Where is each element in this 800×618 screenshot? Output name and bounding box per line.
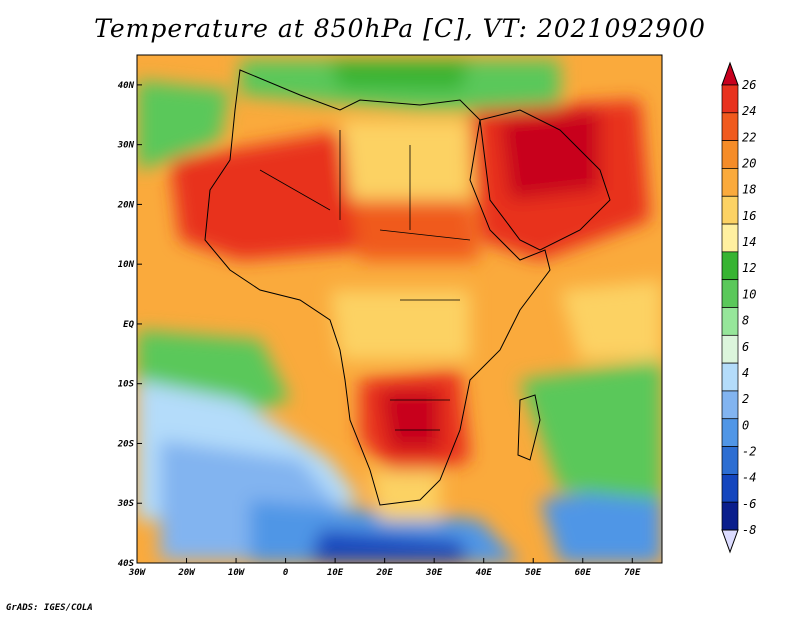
southern-ocean-deep [310, 530, 470, 563]
colorbar-label: 0 [742, 418, 749, 432]
colorbar-swatch [721, 251, 739, 281]
colorbar-label: 4 [742, 366, 749, 380]
x-tick-label: 60E [575, 568, 592, 578]
coastlines [204, 69, 611, 506]
y-tick-label: 10N [118, 260, 135, 270]
colorbar-label: 22 [742, 130, 756, 144]
south-africa-mild [370, 470, 440, 520]
colorbar-swatch [721, 334, 739, 364]
colorbar-label: -4 [742, 471, 756, 485]
africa-coastline [204, 69, 551, 506]
southeast-ocean-blue [540, 480, 662, 563]
colorbar-bottom-arrow [721, 529, 739, 554]
colorbar-top-arrow [721, 61, 739, 86]
y-tick-label: 30N [117, 141, 135, 151]
arabia-coastline [479, 109, 611, 251]
colorbar-label: 24 [742, 104, 756, 118]
colorbar-label: 2 [742, 392, 749, 406]
map-frame [136, 54, 663, 564]
x-tick-label: 0 [283, 568, 289, 578]
colorbar-label: 10 [742, 287, 756, 301]
congo-mild [330, 290, 470, 360]
x-tick-label: 30W [128, 568, 147, 578]
colorbar-label: 16 [742, 209, 756, 223]
x-tick-label: 50E [525, 568, 542, 578]
x-axis: 30W 20W 10W 0 10E 20E 30E 40E 50E 60E 70E [128, 558, 641, 578]
y-tick-label: 20S [117, 439, 135, 449]
credit-label: GrADS: IGES/COLA [6, 603, 93, 613]
colorbar-swatch [721, 418, 739, 447]
colorbar-swatch [721, 223, 739, 253]
colorbar-label: 8 [742, 314, 749, 328]
colorbar-swatch [721, 84, 739, 114]
colorbar-label: 18 [742, 183, 756, 197]
y-tick-label: 40N [118, 81, 135, 91]
chart-title: Temperature at 850hPa [C], VT: 202109290… [94, 14, 706, 43]
colorbar-label: -2 [742, 444, 756, 458]
colorbar-label: 20 [742, 157, 756, 171]
y-tick-label: 30S [117, 499, 135, 509]
colorbar-swatch [721, 195, 739, 225]
indian-ocean-yellow [560, 280, 662, 360]
sahel-hot [350, 200, 480, 260]
x-tick-label: 20E [376, 568, 394, 578]
colorbar-swatch [721, 446, 739, 475]
y-tick-label: 20N [117, 200, 135, 210]
country-borders [259, 130, 471, 431]
arabia-core [500, 110, 600, 200]
colorbar-swatch [721, 140, 739, 169]
colorbar-swatch [721, 112, 739, 141]
southern-africa-core [380, 390, 440, 450]
indian-ocean-green [520, 360, 662, 500]
colorbar-swatch [721, 168, 739, 197]
colorbar-swatch [721, 307, 739, 336]
colorbar-label: -8 [742, 523, 756, 537]
colorbar-label: 14 [742, 235, 756, 249]
north-atlantic-cool [137, 80, 230, 170]
colorbar-label: -6 [742, 497, 756, 511]
colorbar-swatch [721, 279, 739, 308]
x-tick-label: 40E [476, 568, 493, 578]
colorbar-label: 6 [742, 340, 749, 354]
x-tick-label: 10W [228, 568, 246, 578]
x-tick-label: 30E [425, 568, 443, 578]
colorbar-label: 12 [742, 261, 756, 275]
y-tick-label: 40S [118, 559, 135, 569]
west-sahara-hot [170, 130, 360, 260]
madagascar-coastline [517, 394, 541, 461]
x-tick-label: 10E [327, 568, 344, 578]
y-tick-label: 10S [118, 380, 135, 390]
temperature-field [137, 55, 662, 563]
libya-egypt-mild [340, 120, 470, 200]
mediterranean-dark-green [330, 60, 470, 90]
x-tick-label: 20W [177, 568, 196, 578]
colorbar-swatch [721, 501, 739, 531]
x-tick-label: 70E [624, 568, 641, 578]
colorbar-swatch [721, 474, 739, 503]
colorbar-swatch [721, 362, 739, 392]
y-axis: 40N 30N 20N 10N EQ 10S 20S 30S 40S [117, 81, 142, 569]
colorbar-label: 26 [742, 78, 756, 92]
colorbar-swatch [721, 390, 739, 420]
y-tick-label: EQ [123, 320, 134, 330]
